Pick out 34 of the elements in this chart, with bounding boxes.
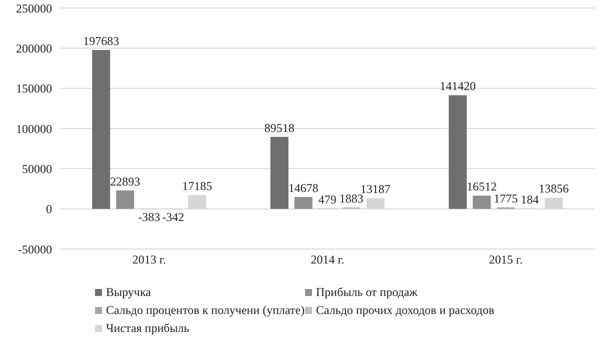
x-tick-label: 2013 г. xyxy=(132,252,166,267)
bar xyxy=(472,196,491,209)
y-tick-label: 150000 xyxy=(16,82,52,96)
bar xyxy=(116,190,134,209)
legend-label: Прибыль от продаж xyxy=(315,285,419,300)
data-label: -342 xyxy=(162,210,184,224)
data-label: -383 xyxy=(138,210,160,224)
y-tick-label: 200000 xyxy=(16,41,52,56)
bar xyxy=(92,50,110,209)
data-label: 479 xyxy=(318,192,336,206)
data-label: 13856 xyxy=(538,182,569,196)
data-label: 1775 xyxy=(494,191,518,206)
data-label: 17185 xyxy=(182,179,212,194)
y-tick-label: 100000 xyxy=(16,122,52,136)
data-label: 22893 xyxy=(110,174,140,188)
legend-label: Сальдо процентов к получени (уплате) xyxy=(105,303,305,318)
bar xyxy=(448,95,467,209)
bar xyxy=(294,197,312,209)
data-label: 141420 xyxy=(440,79,476,94)
y-tick-label: -50000 xyxy=(18,242,52,256)
legend-label: Сальдо прочих доходов и расходов xyxy=(315,303,496,318)
data-label: 89518 xyxy=(264,120,294,135)
data-label: 184 xyxy=(520,192,539,207)
bar xyxy=(270,136,288,209)
x-tick-label: 2014 г. xyxy=(310,252,344,267)
x-tick-label: 2015 г. xyxy=(489,252,523,267)
y-tick-label: 50000 xyxy=(22,162,52,176)
y-tick-label: 250000 xyxy=(16,1,52,16)
y-tick-label: 0 xyxy=(46,202,52,216)
data-label: 197683 xyxy=(83,34,120,48)
legend-label: Выручка xyxy=(105,285,152,300)
data-label: 16512 xyxy=(466,180,497,194)
data-label: 14678 xyxy=(288,181,318,196)
legend-label: Чистая прибыль xyxy=(105,321,190,336)
